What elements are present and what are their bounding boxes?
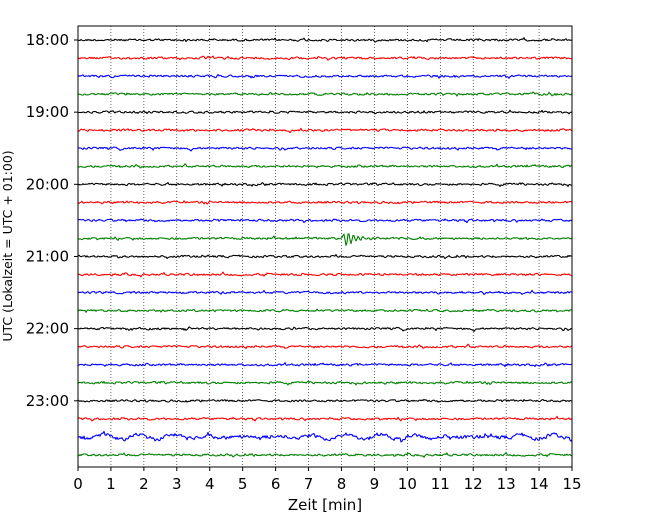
x-tick-label: 13	[497, 475, 516, 493]
seismic-traces	[77, 37, 573, 458]
seismic-trace-line	[77, 37, 573, 43]
seismic-trace-line	[77, 200, 573, 205]
y-tick-label: 20:00	[26, 175, 69, 193]
y-tick-label: 21:00	[26, 247, 69, 265]
x-tick-label: 4	[205, 475, 215, 493]
y-tick-label: 22:00	[26, 320, 69, 338]
x-tick-label: 5	[238, 475, 248, 493]
x-tick-label: 15	[562, 475, 581, 493]
seismic-trace-line	[77, 146, 573, 152]
seismic-trace-line	[77, 430, 573, 443]
x-tick-label: 1	[106, 475, 116, 493]
seismic-trace-line	[77, 398, 573, 403]
plot-frame	[77, 25, 573, 468]
x-tick-label: 3	[172, 475, 182, 493]
x-tick-label: 10	[398, 475, 417, 493]
x-tick-label: 11	[431, 475, 450, 493]
y-tick-label: 18:00	[26, 31, 69, 49]
x-tick-label: 9	[370, 475, 380, 493]
seismic-trace-line	[77, 308, 573, 313]
seismic-trace-line	[77, 181, 573, 188]
y-tick-label: 19:00	[26, 103, 69, 121]
seismic-trace-line	[77, 271, 573, 278]
x-tick-label: 2	[139, 475, 149, 493]
seismic-trace-line	[77, 55, 573, 61]
seismic-trace-line	[77, 326, 573, 332]
x-axis-label: Zeit [min]	[288, 496, 362, 514]
seismic-trace-line	[77, 289, 573, 296]
seismic-trace-line	[77, 415, 573, 422]
seismic-trace-line	[77, 254, 573, 260]
x-tick-label: 7	[304, 475, 314, 493]
seismic-trace-line	[77, 91, 573, 97]
seismic-trace-line	[77, 218, 573, 224]
seismic-trace-line	[77, 380, 573, 386]
x-tick-label: 12	[464, 475, 483, 493]
x-tick-label: 0	[73, 475, 83, 493]
y-tick-label: 23:00	[26, 392, 69, 410]
y-axis-label: UTC (Lokalzeit = UTC + 01:00)	[0, 150, 15, 341]
seismic-trace-line	[77, 451, 573, 458]
seismic-trace-line	[77, 109, 573, 115]
seismic-trace-line	[77, 73, 573, 79]
x-tick-label: 8	[337, 475, 347, 493]
x-tick-label: 14	[530, 475, 549, 493]
seismic-trace-line	[77, 343, 573, 349]
x-axis-ticks: 0 1 2 3 4 5 6 7 8 9 10 11 12 13 14 15	[73, 467, 582, 493]
seismic-trace-line	[77, 127, 573, 134]
seismic-trace-line	[77, 233, 573, 246]
x-tick-label: 6	[271, 475, 281, 493]
seismic-trace-line	[77, 163, 573, 169]
y-axis-ticks: 18:00 19:00 20:00 21:00 22:00 23:00	[26, 31, 78, 410]
seismic-trace-line	[77, 362, 573, 368]
